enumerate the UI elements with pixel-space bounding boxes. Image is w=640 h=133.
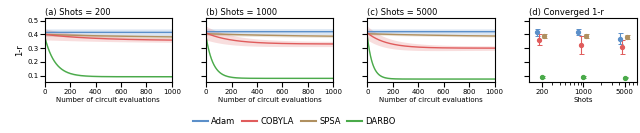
Text: (a) Shots = 200: (a) Shots = 200	[45, 8, 111, 17]
X-axis label: Number of circuit evaluations: Number of circuit evaluations	[379, 97, 483, 103]
Y-axis label: 1-r: 1-r	[15, 44, 24, 56]
X-axis label: Number of circuit evaluations: Number of circuit evaluations	[218, 97, 321, 103]
Text: (d) Converged 1-r: (d) Converged 1-r	[529, 8, 604, 17]
Text: (c) Shots = 5000: (c) Shots = 5000	[367, 8, 438, 17]
Text: (b) Shots = 1000: (b) Shots = 1000	[206, 8, 277, 17]
X-axis label: Number of circuit evaluations: Number of circuit evaluations	[56, 97, 160, 103]
Legend: Adam, COBYLA, SPSA, DARBO: Adam, COBYLA, SPSA, DARBO	[189, 113, 399, 129]
X-axis label: Shots: Shots	[573, 97, 593, 103]
